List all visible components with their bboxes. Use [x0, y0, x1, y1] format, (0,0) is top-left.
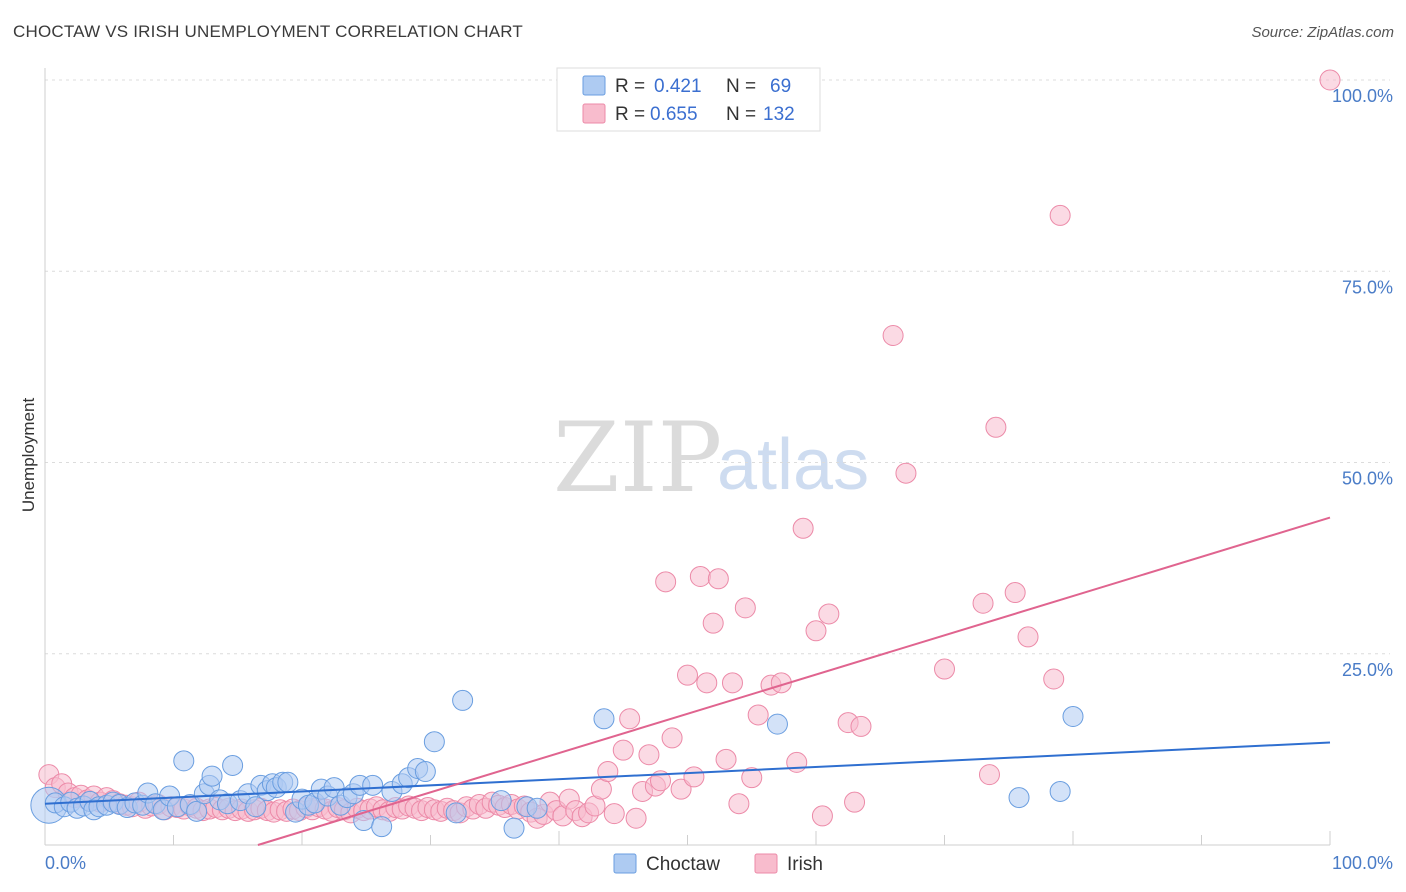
- irish-point: [650, 770, 672, 792]
- bottom-legend-label-choctaw: Choctaw: [646, 854, 720, 875]
- legend-n-label-irish: N =: [726, 104, 756, 125]
- bottom-legend-swatch-choctaw: [613, 853, 637, 874]
- x-tick-label: 100.0%: [1332, 853, 1393, 873]
- watermark-zip: ZIP: [553, 402, 722, 514]
- irish-point: [670, 778, 692, 800]
- legend-r-label-choctaw: R =: [615, 76, 645, 97]
- choctaw-point: [490, 790, 512, 812]
- irish-point: [811, 805, 833, 827]
- irish-point: [741, 767, 763, 789]
- choctaw-point: [503, 817, 525, 839]
- grid: [45, 79, 1390, 655]
- choctaw-point: [173, 750, 195, 772]
- choctaw-point: [423, 731, 445, 753]
- choctaw-point: [186, 800, 208, 822]
- chart-source: Source: ZipAtlas.com: [1251, 24, 1394, 41]
- legend-swatch-irish: [582, 103, 606, 124]
- irish-point: [934, 658, 955, 680]
- irish-point: [702, 612, 724, 634]
- choctaw-point: [452, 689, 474, 711]
- choctaw-points: [30, 689, 1084, 839]
- choctaw-trend-line: [44, 741, 1331, 805]
- trend-lines: [44, 516, 1331, 846]
- irish-point: [619, 708, 641, 730]
- bottom-legend-swatch-irish: [754, 853, 778, 874]
- irish-point: [689, 565, 711, 587]
- choctaw-point: [526, 797, 548, 819]
- irish-point: [844, 791, 866, 813]
- irish-point: [850, 715, 872, 737]
- choctaw-point: [1008, 787, 1030, 809]
- irish-point: [721, 672, 743, 694]
- irish-point: [677, 664, 698, 686]
- irish-point: [978, 764, 1000, 786]
- irish-point: [1017, 626, 1039, 648]
- choctaw-point: [201, 765, 223, 787]
- irish-point: [1043, 668, 1065, 690]
- irish-point: [638, 744, 660, 766]
- irish-trend-line: [257, 516, 1331, 846]
- bottom-legend-label-irish: Irish: [787, 854, 823, 875]
- irish-point: [1319, 69, 1341, 91]
- irish-point: [597, 761, 619, 783]
- irish-point: [792, 517, 814, 539]
- choctaw-point: [1049, 780, 1071, 802]
- irish-point: [786, 751, 808, 773]
- irish-point: [972, 592, 994, 614]
- irish-point: [707, 568, 729, 590]
- choctaw-point: [766, 713, 788, 735]
- irish-point: [985, 416, 1007, 438]
- irish-point: [895, 462, 917, 484]
- choctaw-point: [593, 708, 615, 730]
- watermark-atlas: atlas: [717, 425, 869, 505]
- irish-point: [747, 704, 769, 726]
- irish-point: [696, 672, 718, 694]
- irish-point: [625, 807, 647, 829]
- irish-point: [612, 739, 634, 761]
- choctaw-point: [277, 771, 299, 793]
- y-tick-label: 75.0%: [1342, 277, 1393, 297]
- irish-point: [715, 748, 737, 770]
- legend-n-value-choctaw: 69: [770, 76, 791, 97]
- legend-r-value-irish: 0.655: [650, 104, 698, 125]
- choctaw-point: [1062, 705, 1084, 727]
- legend-n-value-irish: 132: [763, 104, 795, 125]
- y-tick-label: 100.0%: [1332, 86, 1393, 106]
- choctaw-point: [371, 816, 393, 838]
- x-tick-label: 0.0%: [45, 853, 86, 873]
- irish-point: [734, 597, 756, 619]
- irish-point: [805, 620, 827, 642]
- legend-r-value-choctaw: 0.421: [654, 76, 702, 97]
- series-legend: Choctaw Irish: [613, 853, 823, 875]
- irish-point: [882, 325, 904, 347]
- y-axis-label: Unemployment: [19, 398, 38, 513]
- irish-point: [1004, 582, 1026, 604]
- irish-point: [818, 603, 840, 625]
- stats-legend: R = 0.421 N = 69 R = 0.655 N = 132: [556, 67, 821, 132]
- tick-labels: 25.0% 50.0% 75.0% 100.0% 0.0% 100.0%: [45, 86, 1393, 873]
- choctaw-point: [445, 802, 467, 824]
- irish-point: [590, 778, 612, 800]
- y-tick-label: 25.0%: [1342, 660, 1393, 680]
- irish-point: [655, 571, 677, 593]
- watermark: ZIP atlas: [553, 402, 869, 514]
- legend-swatch-choctaw: [582, 75, 606, 96]
- choctaw-point: [362, 774, 384, 796]
- legend-r-label-irish: R =: [615, 104, 645, 125]
- choctaw-point: [245, 796, 267, 818]
- irish-point: [683, 766, 705, 788]
- legend-n-label-choctaw: N =: [726, 76, 756, 97]
- choctaw-point: [414, 761, 436, 783]
- irish-point: [1049, 204, 1071, 226]
- irish-point: [603, 803, 625, 825]
- irish-point: [728, 793, 750, 815]
- choctaw-point: [222, 754, 244, 776]
- chart-title: CHOCTAW VS IRISH UNEMPLOYMENT CORRELATIO…: [13, 22, 524, 41]
- y-tick-label: 50.0%: [1342, 469, 1393, 489]
- irish-point: [661, 727, 683, 749]
